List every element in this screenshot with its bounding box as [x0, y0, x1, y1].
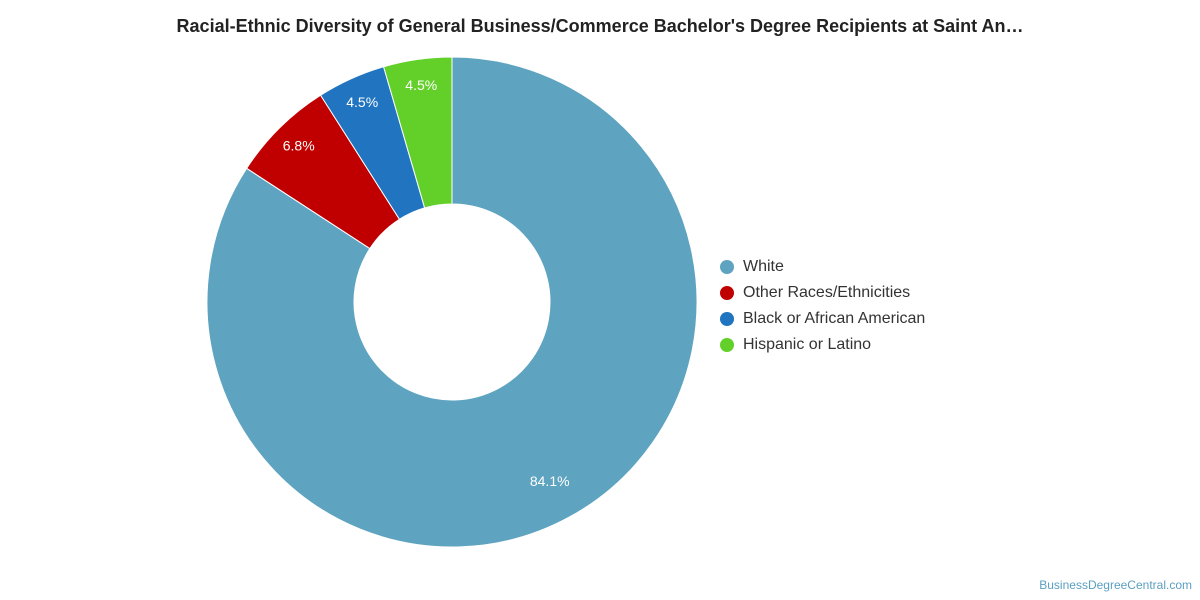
legend-item[interactable]: White	[720, 254, 925, 280]
slice-label: 4.5%	[346, 94, 378, 110]
slice-label: 6.8%	[283, 138, 315, 154]
slice-label: 84.1%	[530, 473, 570, 489]
legend-item[interactable]: Hispanic or Latino	[720, 332, 925, 358]
donut-slice-white	[206, 56, 698, 548]
legend-label: Other Races/Ethnicities	[743, 284, 911, 301]
legend-label: White	[743, 258, 784, 275]
legend-swatch-icon	[720, 260, 734, 274]
legend-label: Black or African American	[743, 310, 926, 327]
watermark-text: BusinessDegreeCentral.com	[1039, 578, 1192, 592]
legend-label: Hispanic or Latino	[743, 336, 872, 353]
legend-swatch-icon	[720, 312, 734, 326]
legend-item[interactable]: Black or African American	[720, 306, 925, 332]
chart-title: Racial-Ethnic Diversity of General Busin…	[176, 16, 1024, 36]
legend-item[interactable]: Other Races/Ethnicities	[720, 280, 925, 306]
donut-slice-hispanic-or-latino	[382, 56, 453, 209]
slice-label: 4.5%	[405, 77, 437, 93]
legend-swatch-icon	[720, 338, 734, 352]
legend-swatch-icon	[720, 286, 734, 300]
chart-legend: White Other Races/Ethnicities Black or Afr…	[720, 254, 925, 358]
